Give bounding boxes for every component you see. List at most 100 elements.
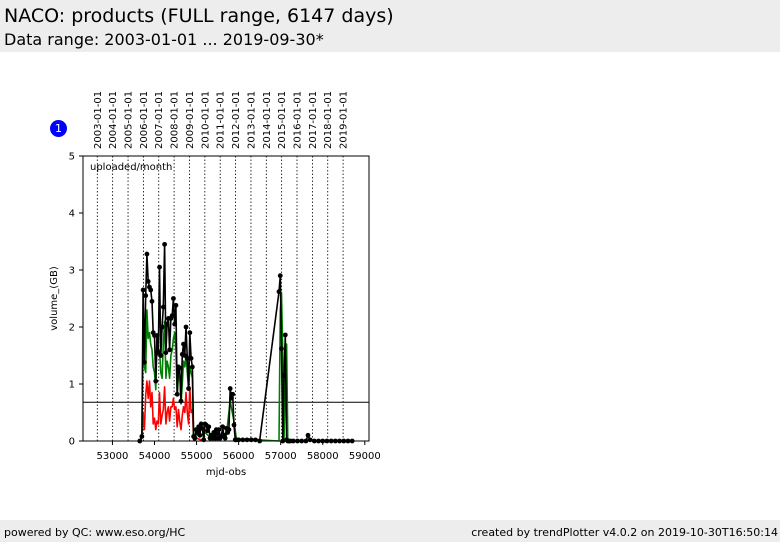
data-point [305,432,311,438]
data-point [160,304,166,310]
footer-credit: powered by QC: www.eso.org/HC [4,526,186,539]
top-tick-label: 2012-01-01 [231,91,242,149]
top-tick-label: 2014-01-01 [262,91,273,149]
data-point [248,437,254,443]
data-point [282,332,288,338]
data-point [153,378,159,384]
data-point [189,364,195,370]
y-tick-label: 4 [69,209,75,220]
data-point [171,296,176,301]
y-axis-label: volume_(GB) [49,266,60,331]
data-point [184,355,190,361]
page-title: NACO: products (FULL range, 6147 days) [4,5,394,27]
data-point [205,428,210,434]
data-point [183,324,189,330]
footer-band: powered by QC: www.eso.org/HC created by… [0,520,780,542]
x-tick-label: 57000 [265,451,297,462]
data-point [226,427,232,432]
data-point [177,365,183,371]
data-point [253,437,258,443]
plot-number-badge[interactable]: 1 [50,120,67,137]
data-point [154,333,160,338]
data-point [198,421,204,427]
footer-created: created by trendPlotter v4.0.2 on 2019-1… [471,526,778,539]
data-point [206,424,212,430]
data-point [159,324,165,330]
top-tick-label: 2016-01-01 [292,91,303,149]
top-tick-label: 2009-01-01 [185,91,196,149]
data-point [192,435,198,441]
data-point [162,241,167,247]
top-tick-label: 2007-01-01 [154,91,165,149]
data-point [187,330,193,336]
x-tick-label: 56000 [223,451,255,462]
data-point [188,355,194,361]
top-tick-label: 2011-01-01 [216,91,227,149]
y-tick-label: 2 [69,323,75,334]
plot-frame [82,155,370,442]
data-point [240,437,246,443]
data-point [229,395,234,401]
header-band: NACO: products (FULL range, 6147 days) D… [0,0,780,52]
data-point [244,437,250,443]
data-point [231,422,237,428]
data-point [277,273,283,279]
data-point [230,391,236,397]
data-point [167,347,173,353]
data-point [227,386,233,391]
x-axis-label: mjd-obs [206,467,246,478]
top-tick-label: 2008-01-01 [170,91,181,149]
data-point [172,321,178,327]
data-point [140,287,146,293]
y-tick-label: 3 [69,266,75,277]
top-tick-label: 2018-01-01 [323,91,334,149]
chart-annotation: uploaded/month [90,162,172,173]
y-tick-label: 1 [69,380,75,391]
data-point [216,427,222,432]
x-tick-label: 59000 [349,451,381,462]
data-point [174,391,180,397]
top-tick-label: 2006-01-01 [139,91,150,149]
y-tick-label: 5 [69,152,75,163]
series-line [139,380,206,442]
series-line [139,243,353,442]
data-point [307,437,313,443]
y-tick-label: 0 [69,437,75,448]
x-tick-label: 54000 [139,451,171,462]
data-point [178,398,184,404]
x-tick-label: 55000 [181,451,213,462]
x-tick-label: 53000 [97,451,129,462]
data-point [186,386,191,391]
top-tick-label: 2005-01-01 [124,91,135,149]
data-point [157,264,162,270]
data-point [281,373,287,378]
top-tick-label: 2003-01-01 [93,91,104,149]
data-point [143,293,149,299]
data-point [197,432,203,438]
page-subtitle: Data range: 2003-01-01 ... 2019-09-30* [4,30,324,49]
top-tick-label: 2015-01-01 [277,91,288,149]
data-point [158,353,164,358]
top-tick-label: 2019-01-01 [339,91,350,149]
data-point [173,302,179,308]
data-point [200,426,205,431]
data-point [139,434,145,439]
top-tick-label: 2017-01-01 [308,91,319,149]
data-point [163,350,169,356]
top-tick-label: 2010-01-01 [200,91,211,149]
data-point [201,437,207,443]
data-point [145,279,151,284]
data-point [279,346,284,352]
top-tick-label: 2013-01-01 [246,91,257,149]
data-point [222,435,228,441]
data-point [148,287,154,293]
data-point [149,298,155,304]
data-point [276,289,282,295]
data-point [164,321,170,327]
data-point [169,313,175,318]
top-tick-label: 2004-01-01 [108,91,119,149]
data-point [144,251,150,257]
data-point [220,424,226,430]
data-point [181,341,186,347]
